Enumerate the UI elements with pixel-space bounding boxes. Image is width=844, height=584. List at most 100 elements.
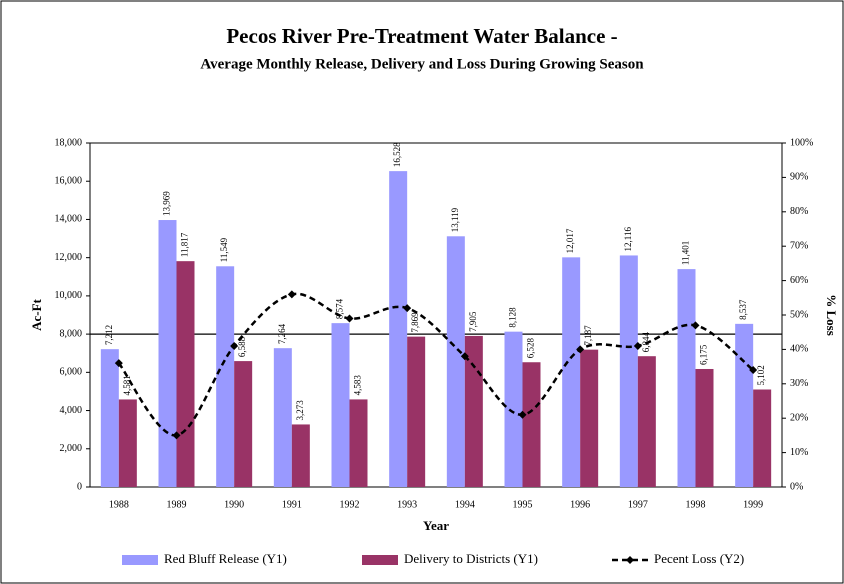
data-label: 6,844 (641, 331, 651, 352)
bar (522, 362, 541, 487)
data-label: 7,905 (468, 311, 478, 332)
data-label: 11,401 (681, 241, 691, 265)
x-tick-label: 1996 (570, 499, 590, 510)
y2-tick-label: 30% (790, 378, 808, 389)
bar (504, 331, 523, 487)
data-label: 8,128 (508, 307, 518, 328)
x-tick-label: 1988 (109, 499, 129, 510)
y-tick-label: 8,000 (60, 328, 83, 339)
x-tick-label: 1994 (455, 499, 475, 510)
bar (619, 255, 638, 487)
y-tick-label: 6,000 (60, 367, 83, 378)
y2-tick-label: 0% (790, 481, 803, 492)
bar (216, 266, 235, 487)
bar (331, 323, 350, 487)
data-label: 7,264 (277, 323, 287, 344)
legend-swatch (362, 555, 398, 565)
x-tick-label: 1992 (340, 499, 360, 510)
bar (695, 368, 714, 487)
data-label: 13,119 (450, 207, 460, 232)
bar (562, 257, 581, 487)
bar (389, 171, 408, 487)
loss-marker (172, 431, 181, 440)
y-tick-label: 2,000 (60, 443, 83, 454)
loss-marker (749, 366, 758, 375)
loss-marker (345, 314, 354, 323)
y2-tick-label: 70% (790, 240, 808, 251)
y-tick-label: 12,000 (55, 252, 83, 263)
y2-axis-label: % Loss (824, 294, 839, 336)
bar (158, 220, 177, 487)
data-label: 16,528 (392, 142, 402, 167)
y2-tick-label: 60% (790, 275, 808, 286)
chart-title: Pecos River Pre-Treatment Water Balance … (226, 24, 617, 48)
loss-marker (230, 341, 239, 350)
chart-subtitle: Average Monthly Release, Delivery and Lo… (200, 56, 644, 72)
bar (100, 349, 119, 487)
legend-label: Delivery to Districts (Y1) (404, 551, 538, 566)
data-label: 13,969 (162, 191, 172, 216)
data-label: 12,116 (623, 227, 633, 252)
data-label: 12,017 (565, 228, 575, 253)
x-tick-label: 1993 (397, 499, 417, 510)
x-tick-label: 1995 (513, 499, 533, 510)
bar (677, 269, 696, 487)
loss-marker (460, 352, 469, 361)
legend-swatch (122, 555, 158, 565)
data-label: 3,273 (295, 400, 305, 421)
y2-tick-label: 50% (790, 309, 808, 320)
loss-marker (518, 410, 527, 419)
bar (580, 349, 599, 487)
bar (407, 336, 426, 487)
loss-marker (114, 359, 123, 368)
y2-tick-label: 80% (790, 206, 808, 217)
data-label: 5,102 (756, 365, 766, 385)
data-label: 6,175 (699, 344, 709, 365)
x-tick-label: 1997 (628, 499, 648, 510)
bar (176, 261, 195, 487)
y-tick-label: 18,000 (55, 137, 83, 148)
data-label: 4,583 (353, 375, 363, 396)
y-tick-label: 10,000 (55, 290, 83, 301)
y2-tick-label: 40% (790, 344, 808, 355)
bar (273, 348, 292, 487)
x-tick-label: 1998 (686, 499, 706, 510)
x-tick-label: 1991 (282, 499, 302, 510)
data-label: 7,869 (410, 312, 420, 333)
y-axis-label: Ac-Ft (29, 298, 44, 330)
y2-tick-label: 20% (790, 412, 808, 423)
bar (735, 323, 754, 487)
legend-label: Red Bluff Release (Y1) (164, 551, 287, 566)
data-label: 7,187 (583, 325, 593, 346)
data-label: 7,212 (104, 325, 114, 345)
loss-marker (403, 304, 412, 313)
x-tick-label: 1999 (743, 499, 763, 510)
data-label: 6,528 (526, 337, 536, 358)
legend-swatch-marker (626, 556, 634, 564)
loss-marker (633, 341, 642, 350)
x-axis-label: Year (423, 518, 449, 533)
loss-marker (576, 345, 585, 354)
bar (446, 236, 465, 487)
x-tick-label: 1989 (167, 499, 187, 510)
loss-marker (691, 321, 700, 330)
bar (118, 399, 137, 487)
y2-tick-label: 100% (790, 137, 813, 148)
y-tick-label: 4,000 (60, 405, 83, 416)
y-tick-label: 16,000 (55, 176, 83, 187)
y-tick-label: 0 (77, 481, 82, 492)
loss-marker (287, 290, 296, 299)
data-label: 4,581 (122, 375, 132, 395)
y2-tick-label: 10% (790, 447, 808, 458)
x-tick-label: 1990 (224, 499, 244, 510)
data-label: 6,588 (237, 336, 247, 357)
data-label: 8,537 (738, 299, 748, 320)
data-label: 11,549 (219, 237, 229, 262)
bar (637, 356, 656, 487)
bar (349, 399, 368, 487)
data-label: 8,574 (335, 298, 345, 319)
bar (753, 389, 772, 487)
legend-label: Pecent Loss (Y2) (654, 551, 744, 566)
